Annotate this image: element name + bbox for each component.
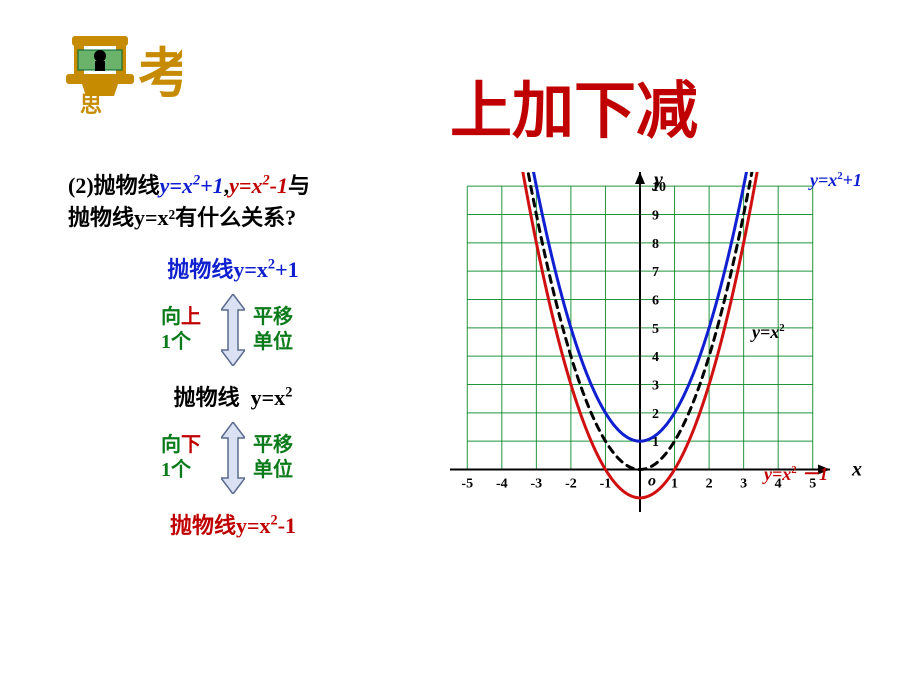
arrow-up-left-accent: 上 — [181, 306, 201, 328]
arrow-up-right-l1: 平移 — [253, 306, 293, 328]
double-arrow-down-icon — [221, 422, 245, 494]
arrow-down-right: 平移 单位 — [253, 433, 305, 483]
svg-text:y: y — [652, 172, 663, 191]
q-eq-blue: y=x2+1 — [160, 173, 224, 198]
svg-text:-5: -5 — [461, 477, 473, 492]
header-slogan: 上加下减 — [450, 60, 698, 150]
arrow-down-right-l2: 单位 — [253, 459, 293, 481]
arrow-down-block: 向下 1个 平移 单位 — [68, 422, 398, 494]
arrow-up-block: 向上 1个 平移 单位 — [68, 294, 398, 366]
arrow-down-left-l2: 1个 — [161, 459, 191, 481]
q-after1: 与 — [288, 173, 310, 198]
svg-text:-3: -3 — [531, 477, 543, 492]
arrow-down-right-l1: 平移 — [253, 434, 293, 456]
lbl-blue-post: +1 — [843, 170, 862, 190]
svg-text:4: 4 — [652, 350, 659, 365]
curve-label-red: y=x2 －1 — [764, 460, 828, 486]
q-prefix: (2)抛物线 — [68, 173, 160, 198]
flow-bottom: 抛物线y=x2-1 — [68, 508, 398, 540]
lbl-red-pre: y=x — [764, 464, 791, 484]
svg-text:6: 6 — [652, 294, 659, 309]
curve-label-black: y=x2 — [752, 322, 785, 343]
chart-svg: -5-4-3-2-11234512345678910xyo — [420, 172, 900, 592]
svg-text:5: 5 — [652, 322, 659, 337]
svg-text:-4: -4 — [496, 477, 508, 492]
q-line2: 抛物线y=x²有什么关系? — [68, 205, 296, 230]
svg-text:2: 2 — [652, 407, 659, 422]
arrow-up-right: 平移 单位 — [253, 305, 305, 355]
curve-label-blue: y=x2+1 — [810, 170, 862, 191]
lbl-red-post: －1 — [797, 464, 829, 484]
svg-text:7: 7 — [652, 265, 659, 280]
arrow-up-left: 向上 1个 — [161, 305, 213, 355]
svg-text:-2: -2 — [565, 477, 577, 492]
svg-text:x: x — [851, 459, 862, 481]
arrow-down-left-accent: 下 — [181, 434, 201, 456]
arrow-down-left: 向下 1个 — [161, 433, 213, 483]
flow-diagram: 抛物线y=x2+1 向上 1个 平移 单位 抛物线 y=x2 向下 — [68, 252, 398, 540]
svg-text:o: o — [648, 473, 656, 490]
thinking-icon: 考 思 — [62, 36, 182, 116]
lbl-black-sup: 2 — [779, 322, 784, 334]
svg-text:-1: -1 — [600, 477, 612, 492]
arrow-up-left-pre: 向 — [161, 306, 181, 328]
flow-middle: 抛物线 y=x2 — [68, 380, 398, 412]
svg-text:1: 1 — [671, 477, 678, 492]
arrow-down-left-pre: 向 — [161, 434, 181, 456]
double-arrow-up-icon — [221, 294, 245, 366]
svg-text:2: 2 — [706, 477, 713, 492]
slide: 考 思 上加下减 (2)抛物线y=x2+1,y=x2-1与 抛物线y=x²有什么… — [0, 0, 920, 690]
question-text: (2)抛物线y=x2+1,y=x2-1与 抛物线y=x²有什么关系? — [68, 170, 398, 234]
lbl-black-pre: y=x — [752, 322, 779, 342]
q-eq-red: y=x2-1 — [229, 173, 288, 198]
left-column: (2)抛物线y=x2+1,y=x2-1与 抛物线y=x²有什么关系? 抛物线y=… — [68, 170, 398, 540]
arrow-up-left-l2: 1个 — [161, 331, 191, 353]
svg-text:3: 3 — [652, 379, 659, 394]
chart: -5-4-3-2-11234512345678910xyo y=x2+1 y=x… — [420, 172, 900, 592]
svg-text:9: 9 — [652, 209, 659, 224]
svg-text:8: 8 — [652, 237, 659, 252]
svg-text:思: 思 — [80, 92, 102, 116]
flow-top: 抛物线y=x2+1 — [68, 252, 398, 284]
svg-text:3: 3 — [740, 477, 747, 492]
svg-text:考: 考 — [138, 44, 182, 104]
arrow-up-right-l2: 单位 — [253, 331, 293, 353]
lbl-blue-pre: y=x — [810, 170, 837, 190]
